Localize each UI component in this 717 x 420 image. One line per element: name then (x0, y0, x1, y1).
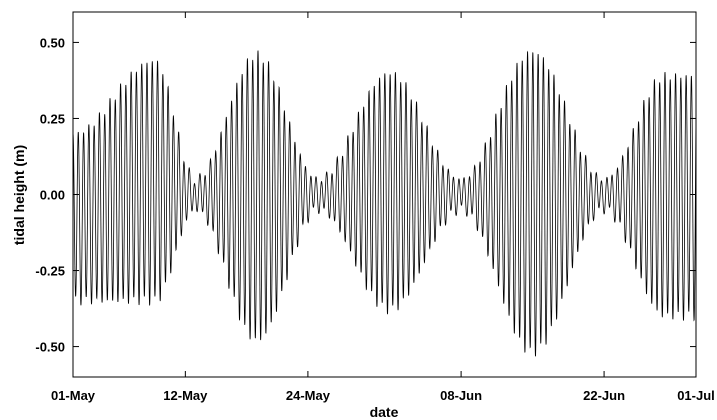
x-tick-label: 01-Jul (677, 388, 715, 403)
x-tick-label: 12-May (163, 388, 208, 403)
y-tick-label: 0.25 (40, 111, 65, 126)
y-tick-label: 0.00 (40, 188, 65, 203)
y-axis-label: tidal height (m) (11, 145, 27, 245)
x-tick-label: 01-May (51, 388, 96, 403)
y-tick-label: 0.50 (40, 35, 65, 50)
y-tick-label: -0.25 (35, 264, 65, 279)
x-axis-ticks: 01-May 12-May 24-May 08-Jun 22-Jun 01-Jul (51, 12, 715, 403)
y-tick-label: -0.50 (35, 340, 65, 355)
series-line-tidal-height (72, 50, 697, 357)
x-tick-label: 24-May (286, 388, 331, 403)
y-axis-ticks: 0.50 0.25 0.00 -0.25 -0.50 (35, 35, 696, 355)
x-axis-label: date (370, 404, 399, 420)
x-tick-label: 22-Jun (583, 388, 625, 403)
x-tick-label: 08-Jun (440, 388, 482, 403)
